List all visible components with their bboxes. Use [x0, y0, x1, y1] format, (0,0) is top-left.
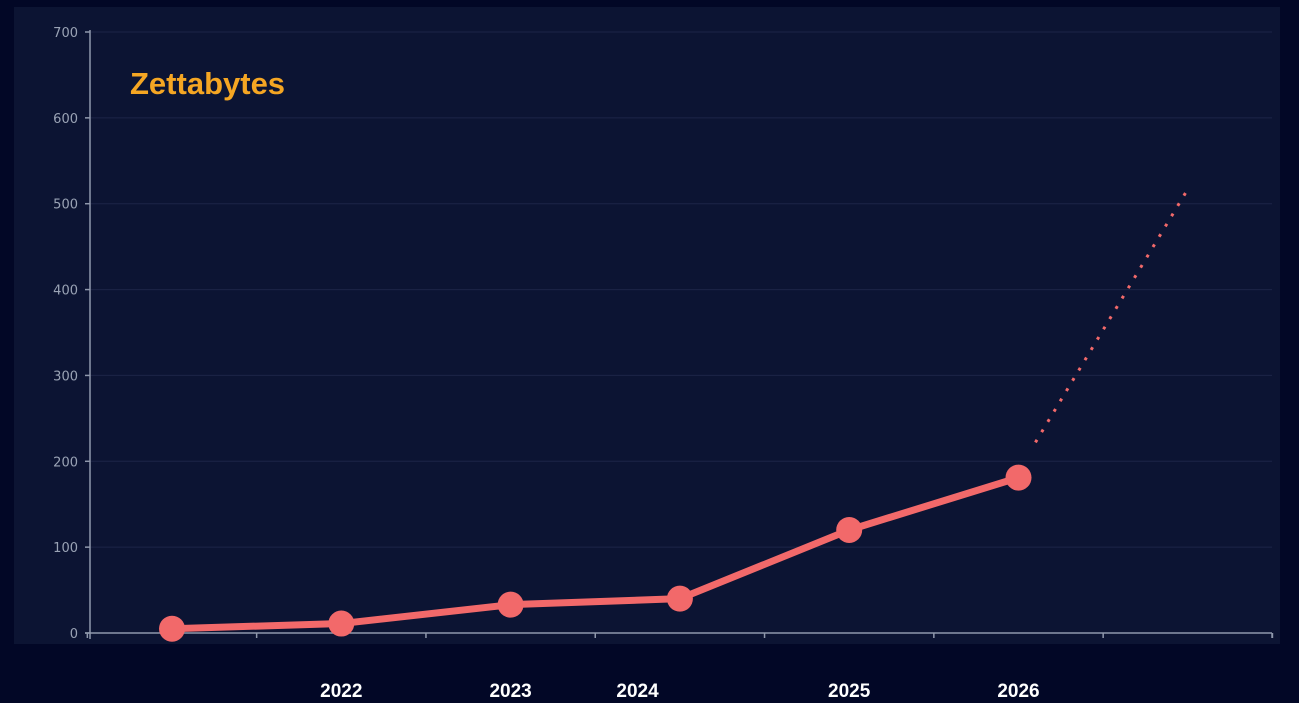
grid-lines: [90, 31, 1272, 548]
x-axis-label: 2026: [997, 681, 1039, 702]
x-axis-label: 2023: [489, 681, 531, 702]
y-tick-label: 200: [53, 455, 78, 470]
data-point: [497, 591, 524, 618]
series-line: [168, 474, 1022, 633]
y-tick-label: 700: [53, 26, 78, 41]
x-axis-labels: 2022 2023 2024 2025 2026: [320, 681, 1039, 702]
data-point: [159, 615, 185, 642]
y-tick-label: 500: [53, 198, 78, 213]
y-tick-label: 300: [53, 369, 78, 384]
y-tick-labels: 0 100 200 300 400 500 600 700: [53, 26, 78, 642]
data-point: [836, 516, 863, 543]
x-axis-label: 2024: [616, 681, 659, 702]
data-point: [1005, 464, 1032, 491]
y-axis-label: Zettabytes: [130, 66, 285, 101]
x-axis-label: 2025: [828, 681, 871, 702]
data-point: [666, 585, 693, 612]
x-axis-label: 2022: [320, 681, 362, 702]
y-tick-label: 600: [53, 112, 78, 127]
data-point: [328, 610, 355, 637]
y-tick-label: 100: [53, 541, 78, 556]
axes: [85, 30, 1274, 639]
y-tick-label: 0: [70, 627, 78, 642]
plot-background: [14, 7, 1280, 644]
y-tick-label: 400: [53, 284, 78, 299]
projection-series-line: [1034, 188, 1190, 444]
series: [159, 188, 1190, 642]
